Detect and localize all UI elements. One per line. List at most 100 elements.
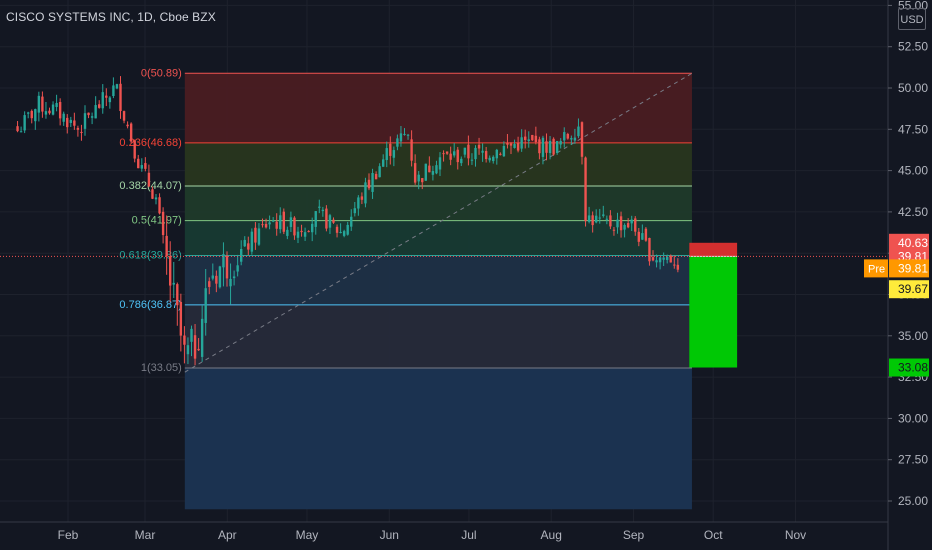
candle-body (602, 214, 605, 216)
candle-body (137, 158, 140, 169)
price-axis-label: 33.08 (889, 358, 929, 377)
candle-body (445, 151, 449, 154)
candle-body (240, 249, 243, 262)
candle-body (502, 145, 506, 157)
candle-body (105, 95, 108, 98)
candle-body (140, 165, 144, 169)
y-tick-label: 45.00 (898, 164, 928, 178)
symbol-title[interactable]: CISCO SYSTEMS INC, 1D, Cboe BZX (6, 10, 216, 24)
candle-body (371, 172, 374, 192)
candle-body (314, 211, 317, 227)
candle-body (619, 216, 623, 231)
candle-body (264, 223, 268, 228)
candle-body (247, 243, 250, 250)
candle-body (165, 235, 168, 257)
candle-body (509, 143, 513, 146)
short-position-tool[interactable] (689, 242, 738, 368)
candle-body (307, 231, 310, 233)
candle-body (555, 140, 559, 153)
candle-body (470, 159, 474, 161)
candle-body (161, 211, 165, 236)
candle-body (460, 158, 463, 164)
candle-body (303, 232, 307, 237)
currency-button[interactable]: USD (898, 8, 926, 30)
candle-body (16, 126, 19, 132)
candle-body (417, 174, 420, 182)
fib-zone (184, 304, 692, 369)
candle-body (133, 140, 136, 159)
candle-body (378, 166, 381, 178)
price-axis-label: 40.63 (889, 233, 929, 252)
candle-body (563, 132, 566, 141)
x-tick-label: Aug (541, 528, 562, 542)
candlesticks[interactable] (16, 76, 680, 366)
candle-body (41, 96, 44, 112)
candle-body (442, 153, 445, 155)
candle-body (271, 220, 275, 222)
candle-body (605, 218, 609, 220)
time-axis[interactable] (0, 522, 888, 550)
candle-body (289, 217, 293, 227)
candle-body (406, 134, 410, 136)
candle-body (261, 224, 264, 226)
candle-body (257, 228, 261, 245)
candle-body (364, 182, 367, 204)
candle-body (34, 109, 37, 122)
fib-level-label: 0.618(39.86) (119, 250, 181, 262)
candle-body (339, 232, 342, 234)
candle-body (328, 215, 332, 228)
candle-body (353, 208, 357, 214)
candle-body (232, 276, 236, 279)
candle-body (651, 257, 655, 261)
candle-body (531, 134, 534, 141)
candle-body (431, 171, 435, 175)
candle-body (66, 117, 69, 128)
candle-body (637, 231, 641, 242)
candle-body (541, 137, 545, 157)
candle-body (595, 215, 598, 223)
candle-body (208, 281, 211, 287)
x-tick-label: Oct (704, 528, 723, 542)
fib-zone (184, 220, 692, 256)
candle-body (108, 97, 112, 103)
candle-body (98, 104, 101, 108)
candle-body (300, 230, 303, 233)
candle-body (520, 137, 523, 149)
candle-body (144, 163, 147, 169)
candle-body (438, 157, 442, 170)
candle-body (48, 110, 51, 114)
candle-body (456, 149, 459, 163)
y-tick-label: 55.00 (898, 0, 928, 12)
price-label-text: 33.08 (898, 361, 928, 375)
fib-level-label: 0.5(41.97) (132, 215, 182, 227)
candle-body (318, 206, 321, 208)
candle-body (453, 151, 456, 156)
candle-body (566, 133, 570, 139)
fib-zone (184, 255, 692, 305)
candle-body (492, 156, 495, 162)
candle-body (534, 135, 538, 142)
candle-body (623, 224, 626, 230)
candle-body (76, 127, 80, 130)
candle-body (495, 149, 499, 159)
candle-body (413, 163, 417, 183)
candle-body (90, 116, 94, 118)
fib-level-label: 0.382(44.07) (119, 180, 181, 192)
candle-body (215, 275, 218, 284)
candle-body (58, 102, 62, 119)
y-tick-label: 25.00 (898, 494, 928, 508)
y-tick-label: 47.50 (898, 122, 928, 136)
fibonacci-retracement[interactable]: 0(50.89) 0.236(46.68) 0.382(44.07) 0.5(41.9… (119, 67, 693, 510)
candle-body (399, 133, 403, 142)
candle-body (410, 139, 413, 161)
candle-body (644, 228, 648, 241)
candle-body (62, 113, 65, 122)
candle-body (573, 137, 577, 141)
candle-body (332, 219, 335, 223)
candle-body (190, 328, 193, 342)
y-tick-label: 50.00 (898, 81, 928, 95)
candle-body (385, 148, 388, 161)
pre-market-label: Pre (868, 263, 885, 275)
candle-body (591, 215, 594, 226)
